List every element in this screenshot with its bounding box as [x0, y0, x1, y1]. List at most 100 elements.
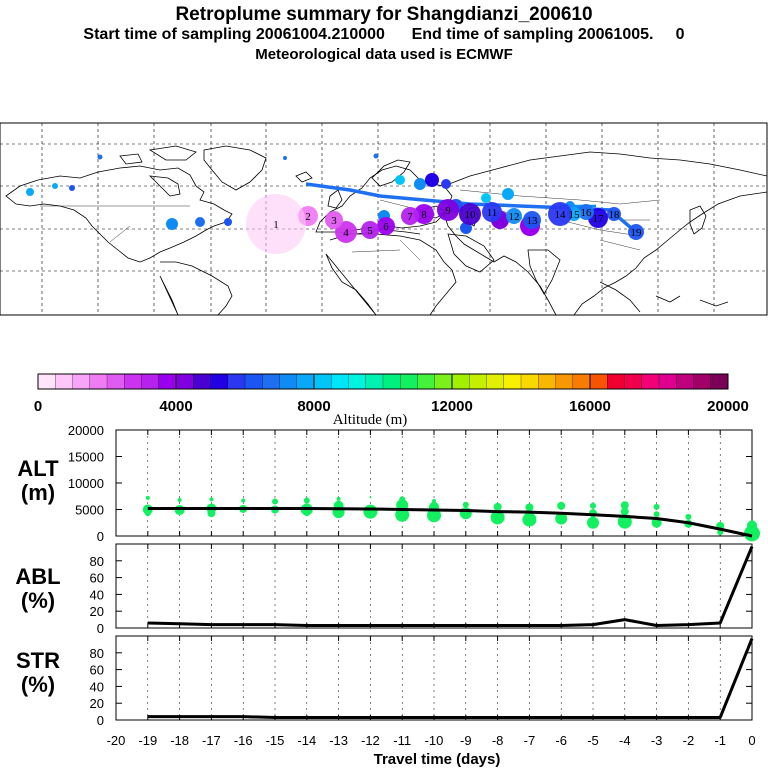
coast-arabia [447, 233, 495, 273]
plume-marker [437, 199, 459, 221]
x-axis-label: Travel time (days) [374, 751, 501, 768]
plume-marker [401, 207, 419, 225]
colorbar-swatch [89, 373, 108, 390]
alt-scatter-point [744, 525, 760, 542]
plume-marker [335, 221, 357, 243]
str-ytick-label: 80 [90, 646, 104, 661]
colorbar-ticks: 0 4000 8000 12000 16000 20000 [34, 374, 749, 415]
str-ytick-label: 0 [97, 713, 104, 728]
alt-scatter-point [587, 516, 599, 529]
str-series-line [147, 637, 754, 719]
str-ytick-label: 40 [90, 679, 104, 694]
colorbar-swatch [503, 373, 522, 390]
colorbar-swatch [520, 373, 539, 390]
alt-scatter-point [427, 508, 441, 523]
colorbar-swatch [451, 373, 470, 390]
colorbar-label: Altitude (m) [333, 412, 408, 428]
colorbar-swatch [624, 373, 643, 390]
colorbar-swatch [158, 373, 177, 390]
colorbar-swatch [676, 373, 694, 390]
str-ytick-label: 60 [90, 663, 104, 678]
colorbar: 0 4000 8000 12000 16000 20000 Altitude (m) [34, 373, 749, 428]
alt-ytick-label: 10000 [68, 476, 104, 491]
plume-marker-label: 6 [383, 221, 389, 233]
plume-dot-10 [414, 178, 426, 190]
plume-marker [523, 211, 541, 229]
alt-scatter-point [336, 496, 341, 501]
colorbar-swatch [37, 373, 56, 390]
plume-marker-label: 9 [445, 205, 451, 217]
plume-dot-15 [502, 188, 514, 200]
plume-marker-label: 16 [581, 207, 593, 219]
plume-marker-label: 18 [609, 209, 621, 221]
plume-marker-label: 2 [305, 211, 311, 223]
map-graticule [0, 123, 767, 315]
abl-ytick-label: 80 [90, 554, 104, 569]
colorbar-swatches [37, 373, 729, 390]
colorbar-swatch [589, 373, 608, 390]
alt-scatter-point [617, 514, 632, 529]
alt-scatter-point [555, 512, 568, 525]
colorbar-swatch [365, 373, 384, 390]
alt-ytick-label: 0 [97, 529, 104, 544]
x-tick-label: -11 [393, 733, 411, 748]
alt-scatter-point [462, 501, 469, 508]
plume-marker-label: 3 [331, 215, 337, 227]
plume-marker-label: 8 [421, 209, 427, 221]
plume-dot-16 [460, 222, 472, 234]
coast-greenland [203, 145, 267, 191]
x-tick-label: -1 [714, 733, 726, 748]
plume-marker-label: 11 [487, 207, 498, 219]
sampling-times: Start time of sampling 20061004.210000 E… [83, 26, 685, 43]
str-ytick-label: 20 [90, 696, 104, 711]
plume-marker-label: 14 [555, 209, 567, 221]
x-tick-label: -3 [651, 733, 663, 748]
colorbar-swatch [227, 373, 246, 390]
plume-dot-14 [481, 193, 491, 203]
colorbar-swatch [193, 373, 211, 390]
met-data-line: Meteorological data used is ECMWF [255, 46, 513, 63]
alt-ytick-label: 5000 [75, 503, 104, 518]
alt-series-line [147, 506, 753, 538]
alt-panel: 0 5000 10000 15000 20000 [68, 423, 760, 544]
plume-marker-label: 19 [631, 227, 643, 239]
plume-marker [482, 202, 502, 222]
alt-scatter-point [653, 511, 660, 518]
abl-ytick-label: 20 [90, 604, 104, 619]
plume-dot-0 [97, 154, 103, 160]
alt-ytick-label: 15000 [68, 450, 104, 465]
coast-scandinavia [371, 159, 411, 187]
coastlines [5, 145, 768, 316]
colorbar-swatch [244, 373, 263, 390]
plume-dot-11 [425, 173, 439, 187]
plume-marker [459, 203, 481, 225]
colorbar-swatch [641, 373, 660, 390]
x-axis-ticks: -20 -19 -18 -17 -16 -15 -14 -13 -12 -11 -10 -9 -8 -7-… [107, 733, 756, 748]
colorbar-swatch [106, 373, 125, 390]
abl-series-line [147, 545, 754, 627]
alt-panel-label: ALT [17, 456, 59, 481]
colorbar-swatch [348, 373, 367, 390]
x-tick-label: -8 [492, 733, 504, 748]
plume-marker-label: 5 [367, 225, 373, 237]
plume-dot-6 [166, 218, 178, 230]
alt-scatter-point [490, 510, 505, 525]
plume-marker-label: 10 [465, 209, 477, 221]
plume-marker-label: 12 [509, 211, 520, 223]
abl-ytick-label: 60 [90, 571, 104, 586]
alt-scatter-point [620, 507, 629, 516]
coast-hudson-bay [148, 175, 181, 197]
plume-dot-8 [224, 218, 232, 226]
x-tick-label: -5 [587, 733, 599, 748]
colorbar-tick-label: 20000 [707, 398, 749, 415]
coast-southeast-asia [599, 281, 729, 313]
alt-scatter-point [493, 502, 502, 511]
alt-scatter-point [303, 510, 310, 517]
alt-scatter-point [685, 513, 692, 520]
colorbar-swatch [331, 373, 349, 390]
abl-ytick-label: 0 [97, 621, 104, 636]
x-tick-label: -17 [202, 733, 221, 748]
colorbar-swatch [210, 373, 229, 390]
